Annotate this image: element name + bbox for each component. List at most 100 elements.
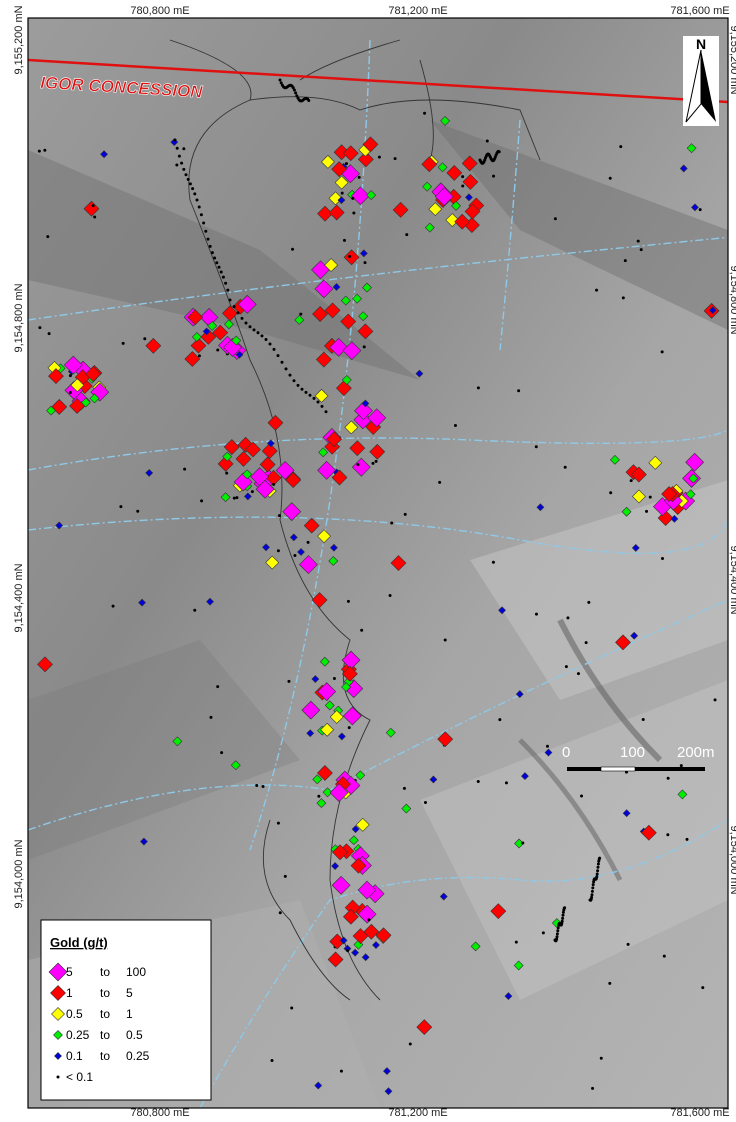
sample-point xyxy=(597,866,600,869)
northing-label: 9,154,400 mN xyxy=(13,563,25,632)
sample-point xyxy=(222,276,225,279)
legend-label: 0.25 xyxy=(66,1028,90,1042)
legend-label: 1 xyxy=(66,986,73,1000)
sample-point xyxy=(251,490,254,493)
sample-point xyxy=(174,139,177,142)
sample-point xyxy=(563,906,566,909)
sample-point xyxy=(343,239,346,242)
sample-point xyxy=(714,698,717,701)
sample-point xyxy=(609,491,612,494)
sample-point xyxy=(477,386,480,389)
sample-point xyxy=(176,147,179,150)
sample-point xyxy=(218,266,221,269)
sample-point xyxy=(271,1059,274,1062)
scale-bar: 0 100 200m xyxy=(560,744,718,780)
sample-point xyxy=(293,554,296,557)
sample-point xyxy=(346,949,349,952)
sample-point xyxy=(38,326,41,329)
sample-point xyxy=(699,208,702,211)
sample-point xyxy=(272,483,275,486)
sample-point xyxy=(591,1087,594,1090)
sample-point xyxy=(122,342,125,345)
legend-label: to xyxy=(100,986,110,1000)
sample-point xyxy=(175,163,178,166)
sample-point xyxy=(277,822,280,825)
sample-point xyxy=(229,299,232,302)
sample-point xyxy=(207,238,210,241)
sample-point xyxy=(293,379,296,382)
sample-point xyxy=(378,156,381,159)
sample-point xyxy=(498,150,501,153)
sample-point xyxy=(619,145,622,148)
northing-label: 9,155,200 mN xyxy=(728,25,736,94)
legend-label: < 0.1 xyxy=(66,1070,93,1084)
sample-point xyxy=(666,833,669,836)
sample-point xyxy=(461,184,464,187)
sample-point xyxy=(517,389,520,392)
sample-point xyxy=(587,601,590,604)
sample-point xyxy=(367,918,370,921)
sample-point xyxy=(438,481,441,484)
sample-point xyxy=(566,616,569,619)
sample-point xyxy=(119,505,122,508)
sample-point xyxy=(564,466,567,469)
sample-point xyxy=(600,1057,603,1060)
sample-point xyxy=(505,781,508,784)
sample-point xyxy=(299,313,302,316)
sample-point xyxy=(542,931,545,934)
sample-point xyxy=(143,337,146,340)
legend-label: 0.5 xyxy=(66,1007,83,1021)
legend-label: 0.5 xyxy=(126,1028,143,1042)
sample-point xyxy=(180,162,183,165)
sample-point xyxy=(191,187,194,190)
sample-point xyxy=(305,391,308,394)
sample-point xyxy=(265,338,268,341)
northing-label: 9,154,800 mN xyxy=(13,283,25,352)
sample-point xyxy=(93,215,96,218)
legend-title: Gold (g/t) xyxy=(50,935,108,950)
sample-point xyxy=(182,168,185,171)
northing-label: 9,155,200 mN xyxy=(13,5,25,74)
sample-point xyxy=(596,873,599,876)
easting-label: 780,800 mE xyxy=(130,1107,189,1117)
sample-point xyxy=(200,213,203,216)
sample-point xyxy=(249,325,252,328)
sample-point xyxy=(561,920,564,923)
sample-point xyxy=(200,499,203,502)
sample-point xyxy=(515,941,518,944)
sample-point xyxy=(253,328,256,331)
sample-point xyxy=(317,795,320,798)
sample-point xyxy=(649,496,652,499)
sample-point xyxy=(216,348,219,351)
sample-point xyxy=(535,445,538,448)
sample-point xyxy=(348,255,351,258)
sample-point xyxy=(403,787,406,790)
sample-point xyxy=(193,609,196,612)
sample-point xyxy=(225,472,228,475)
sample-point xyxy=(661,557,664,560)
sample-point xyxy=(595,875,598,878)
sample-point xyxy=(189,182,192,185)
sample-point xyxy=(187,178,190,181)
sample-point xyxy=(211,251,214,254)
sample-point xyxy=(255,784,258,787)
sample-point xyxy=(701,986,704,989)
sample-point xyxy=(293,89,296,92)
sample-point xyxy=(301,388,304,391)
sample-point xyxy=(424,801,427,804)
sample-point xyxy=(345,162,348,165)
sample-point xyxy=(340,1070,343,1073)
sample-point xyxy=(325,410,328,413)
sample-point xyxy=(645,510,648,513)
scale-label: 100 xyxy=(620,744,645,761)
sample-point xyxy=(215,261,218,264)
sample-point xyxy=(233,305,236,308)
sample-point xyxy=(663,955,666,958)
sample-point xyxy=(556,932,559,935)
north-label: N xyxy=(696,36,706,52)
sample-point xyxy=(178,155,181,158)
sample-point xyxy=(43,149,46,152)
sample-point xyxy=(307,541,310,544)
sample-point xyxy=(627,943,630,946)
sample-point xyxy=(363,345,366,348)
